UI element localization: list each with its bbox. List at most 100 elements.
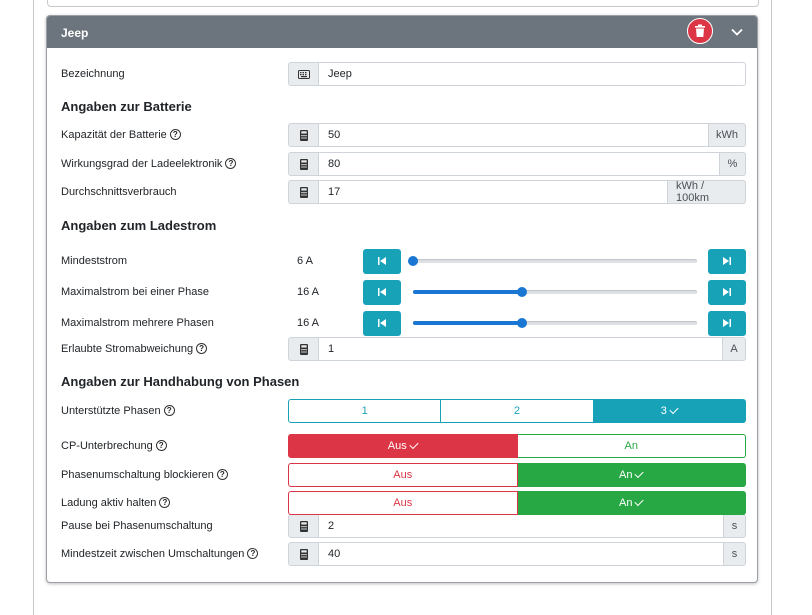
toggle-label: Ladung aktiv halten? <box>61 497 171 509</box>
toggle-label: CP-Unterbrechung? <box>61 440 167 452</box>
section-ladestrom: Angaben zum Ladestrom <box>61 218 217 233</box>
step-backward-icon <box>378 257 386 265</box>
outer-panel <box>33 0 772 615</box>
kapazitaet-input[interactable]: 50 <box>319 123 709 147</box>
help-icon[interactable]: ? <box>163 405 175 416</box>
help-icon[interactable]: ? <box>216 469 228 480</box>
phasen-label: Unterstützte Phasen? <box>61 405 175 417</box>
collapse-toggle[interactable] <box>729 24 745 40</box>
toggle-off-button[interactable]: Aus <box>288 491 518 515</box>
kapazitaet-label: Kapazität der Batterie? <box>61 129 181 141</box>
slider-value: 6 A <box>297 255 313 267</box>
slider-label: Mindeststrom <box>61 255 128 267</box>
help-icon[interactable]: ? <box>247 548 259 559</box>
calculator-icon <box>288 337 319 361</box>
help-icon[interactable]: ? <box>169 129 181 140</box>
kapazitaet-group: 50 kWh <box>288 123 746 147</box>
pause-unit: s <box>724 514 746 538</box>
step-forward-icon <box>723 257 731 265</box>
step-backward-icon <box>378 319 386 327</box>
check-icon <box>634 468 645 479</box>
toggle-off-button[interactable]: Aus <box>288 434 518 458</box>
toggle-group: Aus An <box>288 491 746 515</box>
slider-min-button[interactable] <box>363 311 401 336</box>
calculator-icon <box>288 180 319 204</box>
toggle-off-button[interactable]: Aus <box>288 463 518 487</box>
slider-max-button[interactable] <box>708 280 746 305</box>
slider-thumb[interactable] <box>517 287 528 297</box>
wirkungsgrad-label: Wirkungsgrad der Ladeelektronik? <box>61 158 237 170</box>
bezeichnung-label: Bezeichnung <box>61 68 125 80</box>
toggle-on-button[interactable]: An <box>517 434 746 458</box>
vehicle-card: Jeep Bezeichnung Jeep Angaben zur Batter… <box>46 15 758 583</box>
toggle-on-label: An <box>619 497 633 509</box>
slider-thumb[interactable] <box>517 318 528 328</box>
calculator-icon <box>288 514 319 538</box>
verbrauch-input[interactable]: 17 <box>319 180 668 204</box>
bezeichnung-input[interactable]: Jeep <box>319 62 746 86</box>
phase-option-label: 2 <box>513 405 521 417</box>
help-icon[interactable]: ? <box>196 343 208 354</box>
mindestzeit-unit: s <box>724 542 746 566</box>
slider-track[interactable] <box>413 287 697 297</box>
slider-min-button[interactable] <box>363 249 401 274</box>
toggle-on-label: An <box>619 469 633 481</box>
wirkungsgrad-unit: % <box>720 152 746 176</box>
chevron-down-icon <box>731 28 743 36</box>
wirkungsgrad-group: 80 % <box>288 152 746 176</box>
slider-max-button[interactable] <box>708 311 746 336</box>
phase-option-1[interactable]: 1 <box>288 399 442 423</box>
card-header[interactable]: Jeep <box>47 16 757 48</box>
step-backward-icon <box>378 288 386 296</box>
slider-label: Maximalstrom mehrere Phasen <box>61 317 214 329</box>
toggle-off-label: Aus <box>393 469 413 481</box>
kapazitaet-unit: kWh <box>709 123 746 147</box>
calculator-icon <box>288 542 319 566</box>
slider-min-button[interactable] <box>363 280 401 305</box>
slider-thumb[interactable] <box>408 256 418 266</box>
toggle-on-label: An <box>624 440 638 452</box>
slider-track[interactable] <box>413 318 697 328</box>
step-forward-icon <box>723 288 731 296</box>
verbrauch-unit: kWh / 100km <box>668 180 746 204</box>
slider-value: 16 A <box>297 286 320 298</box>
help-icon[interactable]: ? <box>225 158 237 169</box>
card-title: Jeep <box>61 26 89 40</box>
calculator-icon <box>288 152 319 176</box>
slider-value: 16 A <box>297 317 320 329</box>
slider-label: Maximalstrom bei einer Phase <box>61 286 209 298</box>
toggle-off-label: Aus <box>393 497 413 509</box>
delete-button[interactable] <box>687 18 713 44</box>
phase-option-label: 1 <box>361 405 368 417</box>
step-forward-icon <box>723 319 731 327</box>
phase-option-2[interactable]: 2 <box>441 399 594 423</box>
keyboard-icon <box>288 62 319 86</box>
slider-track[interactable] <box>408 256 697 266</box>
toggle-group: Aus An <box>288 434 746 458</box>
slider-max-button[interactable] <box>708 249 746 274</box>
wirkungsgrad-input[interactable]: 80 <box>319 152 720 176</box>
check-icon <box>669 404 679 415</box>
toggle-on-button[interactable]: An <box>517 463 746 487</box>
help-icon[interactable]: ? <box>159 497 171 508</box>
mindestzeit-input[interactable]: 40 <box>319 542 724 566</box>
pause-group: 2 s <box>288 514 746 538</box>
verbrauch-group: 17 kWh / 100km <box>288 180 746 204</box>
check-icon <box>409 439 419 450</box>
section-phasen: Angaben zur Handhabung von Phasen <box>61 374 300 389</box>
phase-option-label: 3 <box>660 405 667 417</box>
abweichung-input[interactable]: 1 <box>319 337 723 361</box>
phase-option-3[interactable]: 3 <box>593 399 746 423</box>
phasen-selector: 1 2 3 <box>288 399 746 423</box>
toggle-label: Phasenumschaltung blockieren? <box>61 469 228 481</box>
abweichung-group: 1 A <box>288 337 746 361</box>
mindestzeit-group: 40 s <box>288 542 746 566</box>
calculator-icon <box>288 123 319 147</box>
previous-card <box>47 0 759 7</box>
toggle-group: Aus An <box>288 463 746 487</box>
slider-fill <box>413 321 523 325</box>
check-icon <box>634 496 645 507</box>
pause-input[interactable]: 2 <box>319 514 724 538</box>
toggle-on-button[interactable]: An <box>517 491 746 515</box>
help-icon[interactable]: ? <box>155 440 167 451</box>
